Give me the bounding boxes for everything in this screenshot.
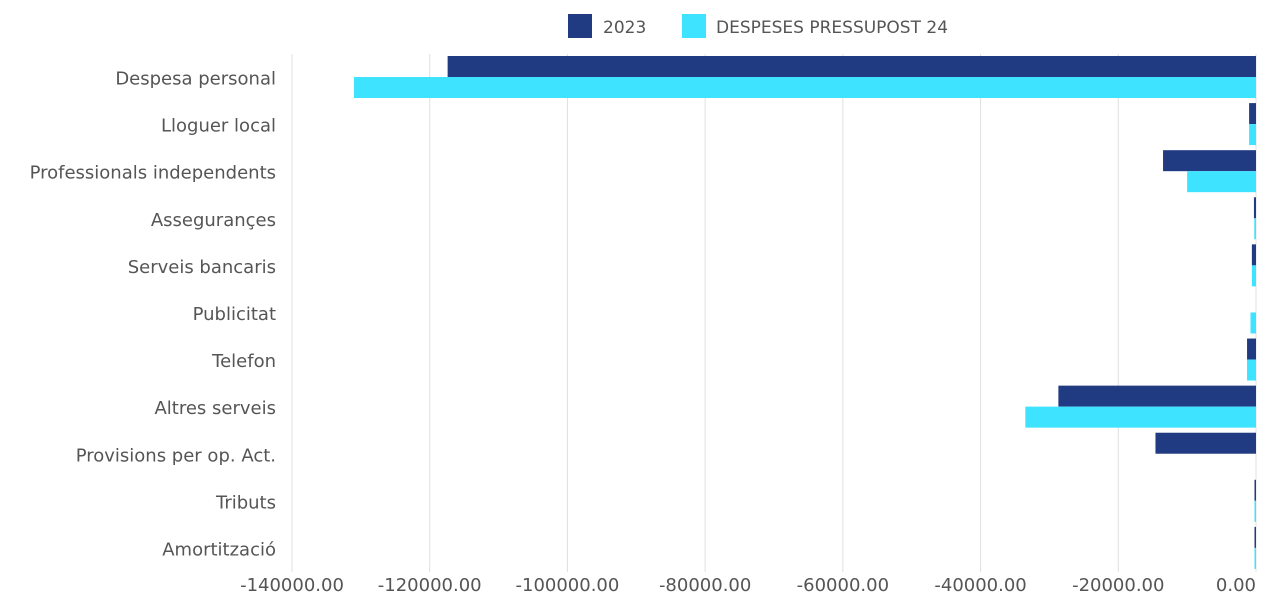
legend-swatch-2023: [568, 14, 592, 38]
x-tick-label: -140000.00: [240, 575, 344, 596]
bar-pressupost-24: [1250, 312, 1256, 334]
bar-pressupost-24: [1251, 265, 1256, 287]
x-tick-label: -120000.00: [378, 575, 482, 596]
category-label: Tributs: [215, 492, 276, 513]
bar-2023: [1247, 338, 1256, 360]
bar-2023: [1155, 432, 1256, 454]
category-label: Despesa personal: [115, 69, 276, 90]
bar-pressupost-24: [1249, 124, 1256, 146]
bar-pressupost-24: [1025, 406, 1256, 428]
bar-pressupost-24: [1254, 547, 1256, 569]
bar-2023: [1253, 197, 1256, 219]
x-axis-tick-labels: -140000.00 -120000.00 -100000.00 -80000.00 -…: [240, 575, 1256, 596]
category-label: Amortització: [162, 539, 276, 560]
bar-pressupost-24: [1254, 500, 1256, 522]
bar-2023: [1249, 103, 1256, 125]
category-label: Assegurançes: [151, 210, 276, 231]
bars: [353, 56, 1256, 569]
category-label: Publicitat: [193, 304, 276, 325]
bar-2023: [447, 56, 1256, 77]
legend: 2023 DESPESES PRESSUPOST 24: [568, 14, 948, 38]
category-label: Provisions per op. Act.: [76, 445, 276, 466]
category-label: Lloguer local: [161, 116, 276, 137]
legend-swatch-pressupost-24: [682, 14, 706, 38]
bar-2023: [1163, 150, 1256, 172]
x-tick-label: -80000.00: [659, 575, 751, 596]
category-label: Telefon: [211, 351, 276, 372]
bar-2023: [1058, 385, 1256, 407]
bar-2023: [1254, 479, 1256, 501]
bar-pressupost-24: [353, 77, 1256, 98]
bar-2023: [1251, 244, 1256, 266]
legend-label-2023: 2023: [603, 18, 646, 38]
category-label: Altres serveis: [154, 398, 276, 419]
legend-label-pressupost-24: DESPESES PRESSUPOST 24: [716, 18, 948, 38]
bar-pressupost-24: [1247, 359, 1256, 381]
category-labels: Despesa personal Lloguer local Professiona…: [30, 69, 276, 561]
bar-2023: [1254, 526, 1256, 548]
x-tick-label: 0.00: [1216, 575, 1256, 596]
x-tick-label: -60000.00: [797, 575, 889, 596]
category-label: Serveis bancaris: [128, 257, 276, 278]
category-label: Professionals independents: [30, 163, 276, 184]
bar-pressupost-24: [1254, 218, 1256, 240]
x-tick-label: -100000.00: [516, 575, 620, 596]
x-tick-label: -20000.00: [1072, 575, 1164, 596]
bar-pressupost-24: [1187, 171, 1256, 193]
gridlines: [291, 54, 1257, 572]
x-tick-label: -40000.00: [934, 575, 1026, 596]
